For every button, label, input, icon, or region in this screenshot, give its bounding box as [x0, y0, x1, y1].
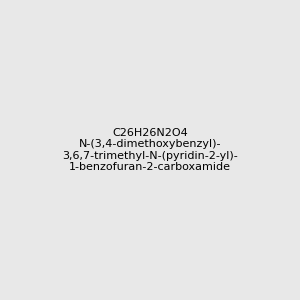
Text: C26H26N2O4
N-(3,4-dimethoxybenzyl)-
3,6,7-trimethyl-N-(pyridin-2-yl)-
1-benzofur: C26H26N2O4 N-(3,4-dimethoxybenzyl)- 3,6,… [62, 128, 238, 172]
